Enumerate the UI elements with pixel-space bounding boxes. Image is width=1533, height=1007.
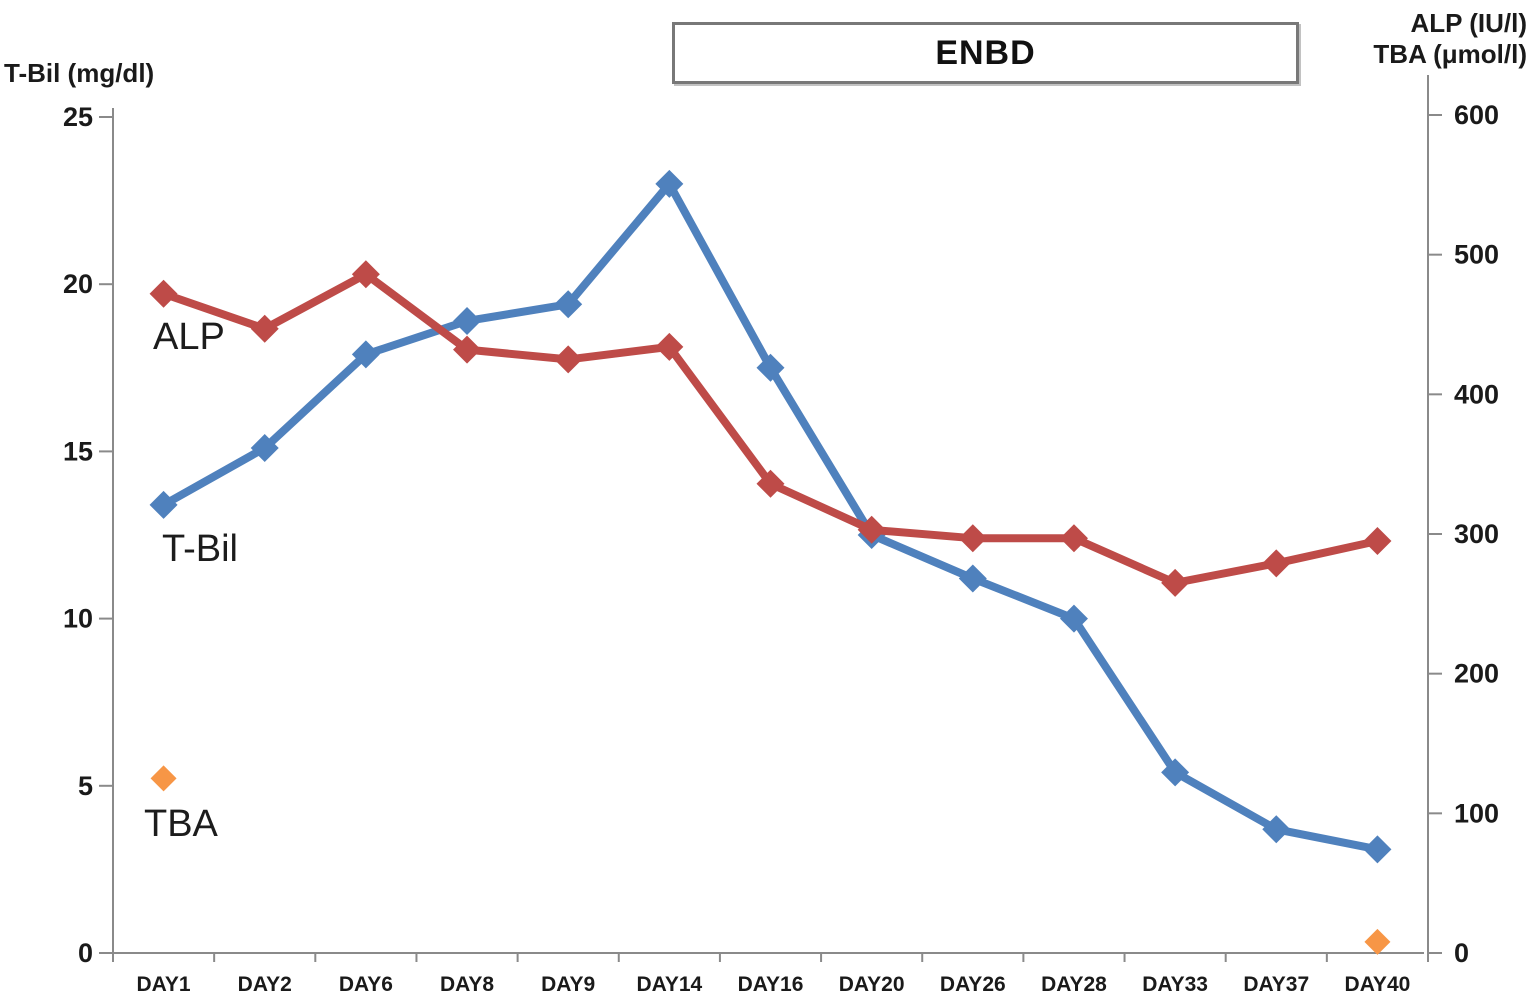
x-axis-category-label: DAY20: [839, 973, 905, 996]
data-point: [756, 353, 785, 382]
x-axis-category-label: DAY9: [541, 973, 595, 996]
right-axis-title-tba: TBA (μmol/l): [1373, 38, 1527, 69]
x-axis-category-label: DAY26: [940, 973, 1006, 996]
data-point: [250, 434, 279, 463]
right-axis-tick-label: 300: [1454, 519, 1499, 549]
data-point: [1262, 815, 1291, 844]
right-axis-tick-label: 0: [1454, 938, 1469, 968]
left-axis-tick-label: 20: [63, 269, 93, 299]
left-axis-tick-label: 5: [78, 771, 93, 801]
data-point: [1262, 549, 1291, 578]
x-axis-category-label: DAY40: [1345, 973, 1411, 996]
data-point: [149, 490, 178, 519]
data-point: [1364, 928, 1391, 955]
left-axis-tick-label: 10: [63, 604, 93, 634]
data-point: [756, 469, 785, 498]
data-point: [554, 345, 583, 374]
axes: 0 5 10 15 20 25 0 100 200 300 400 500 600 DAY1 DAY2 DAY…: [63, 75, 1499, 996]
data-point: [1059, 524, 1088, 553]
series-tba: [150, 765, 1391, 955]
x-axis-category-label: DAY8: [440, 973, 494, 996]
x-axis-category-label: DAY1: [137, 973, 191, 996]
data-point: [453, 306, 482, 335]
right-axis-title: ALP (IU/l) TBA (μmol/l): [1373, 8, 1527, 69]
data-point: [958, 524, 987, 553]
x-axis-category-label: DAY16: [738, 973, 804, 996]
data-point: [1059, 604, 1088, 633]
series-label-tba: TBA: [144, 803, 218, 845]
right-axis-tick-label: 100: [1454, 798, 1499, 828]
series-line: [159, 270, 1382, 587]
x-axis-category-label: DAY33: [1142, 973, 1208, 996]
right-axis-tick-label: 600: [1454, 100, 1499, 130]
data-point: [1363, 526, 1392, 555]
data-point: [351, 260, 380, 289]
x-axis-category-label: DAY14: [636, 973, 702, 996]
data-point: [149, 279, 178, 308]
series-label-tbil: T-Bil: [162, 528, 238, 570]
left-axis-tick-label: 25: [63, 102, 93, 132]
x-axis-category-label: DAY37: [1243, 973, 1309, 996]
left-axis-title: T-Bil (mg/dl): [4, 58, 155, 88]
series-t-bil: [149, 169, 1392, 864]
enbd-box: ENBD: [672, 22, 1299, 84]
right-axis-tick-label: 400: [1454, 379, 1499, 409]
data-point: [1161, 758, 1190, 787]
data-point: [1363, 835, 1392, 864]
data-point: [1161, 568, 1190, 597]
right-axis-tick-label: 200: [1454, 659, 1499, 689]
right-axis-tick-label: 500: [1454, 240, 1499, 270]
x-axis-category-label: DAY28: [1041, 973, 1107, 996]
data-point: [150, 765, 177, 792]
data-point: [453, 335, 482, 364]
left-axis-tick-label: 15: [63, 436, 93, 466]
right-axis-title-alp: ALP (IU/l): [1410, 8, 1527, 38]
x-axis-category-label: DAY2: [238, 973, 292, 996]
data-point: [554, 290, 583, 319]
data-point: [655, 332, 684, 361]
x-axis-category-label: DAY6: [339, 973, 393, 996]
data-point: [958, 564, 987, 593]
data-point: [351, 340, 380, 369]
left-axis-tick-label: 0: [78, 938, 93, 968]
series-label-alp: ALP: [153, 316, 225, 358]
enbd-label: ENBD: [935, 33, 1036, 72]
series-alp: [149, 260, 1392, 597]
data-point: [857, 515, 886, 544]
data-point: [250, 314, 279, 343]
data-point: [655, 169, 684, 198]
